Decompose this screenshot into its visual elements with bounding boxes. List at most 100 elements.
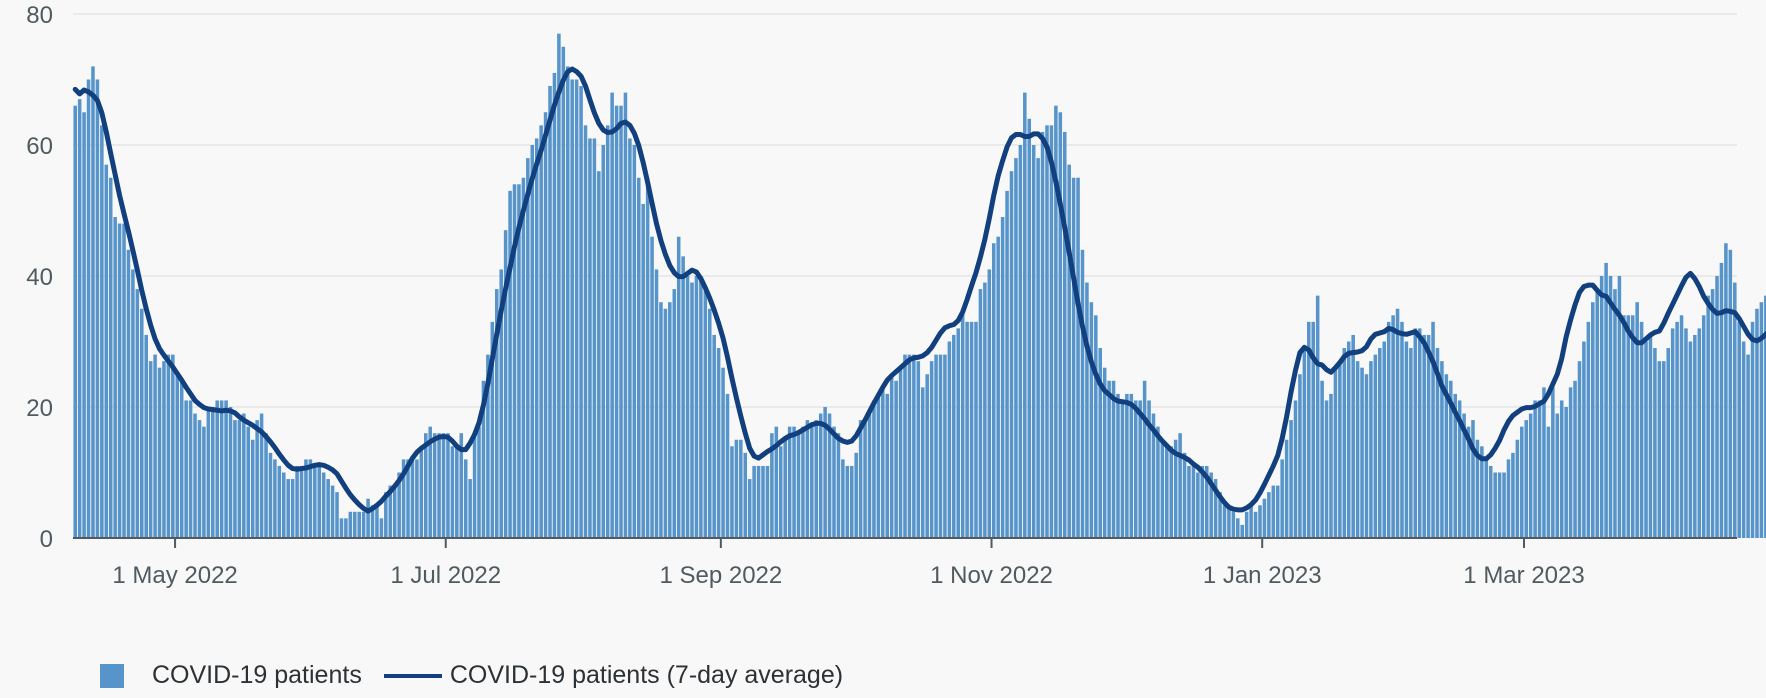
- bar: [419, 446, 424, 538]
- bar: [1249, 505, 1253, 538]
- bar: [836, 433, 841, 538]
- bar: [636, 177, 641, 538]
- bar: [747, 479, 752, 538]
- bar: [774, 426, 779, 538]
- bar: [1759, 302, 1764, 538]
- bar: [1147, 400, 1151, 538]
- bar: [1475, 439, 1480, 538]
- bar: [1062, 131, 1067, 538]
- bar: [1537, 400, 1542, 538]
- bar: [1240, 524, 1245, 538]
- bar: [1284, 439, 1289, 538]
- bar: [397, 472, 401, 538]
- bar: [1750, 321, 1755, 538]
- bar: [676, 236, 681, 538]
- bar: [1000, 217, 1005, 539]
- bar: [73, 105, 77, 538]
- bar: [250, 439, 255, 538]
- bar: [290, 479, 295, 538]
- bar: [1431, 321, 1435, 538]
- bar: [1351, 334, 1355, 538]
- bar: [410, 459, 415, 538]
- bar: [885, 393, 890, 538]
- bar: [330, 485, 335, 538]
- bar: [304, 459, 308, 538]
- legend: COVID-19 patients COVID-19 patients (7-d…: [100, 661, 843, 690]
- bar: [974, 321, 978, 538]
- bar: [1320, 380, 1324, 538]
- bar: [1151, 413, 1156, 538]
- bar: [1648, 334, 1653, 538]
- bar: [1142, 380, 1147, 538]
- bar: [765, 465, 770, 538]
- bar: [1236, 518, 1240, 538]
- bar: [1342, 348, 1347, 538]
- bar: [1462, 413, 1466, 538]
- bar: [632, 145, 637, 538]
- bar: [1253, 511, 1258, 538]
- bar: [1755, 308, 1759, 538]
- bar: [481, 380, 486, 538]
- bar: [526, 158, 530, 538]
- bar: [796, 433, 801, 538]
- bar: [876, 393, 881, 538]
- bar: [1701, 315, 1706, 538]
- bar: [894, 380, 898, 538]
- bar: [1178, 433, 1182, 538]
- bar: [259, 413, 264, 538]
- bar: [153, 354, 157, 538]
- bar: [1400, 321, 1404, 538]
- bar: [206, 407, 211, 538]
- bar: [1204, 465, 1209, 538]
- bar: [1622, 315, 1626, 538]
- bar: [1644, 341, 1648, 538]
- bar: [202, 426, 206, 538]
- bar: [645, 177, 650, 538]
- bar: [716, 348, 721, 538]
- bar: [1626, 315, 1631, 538]
- bar: [1630, 315, 1635, 538]
- bar: [1733, 282, 1737, 538]
- bar: [534, 138, 539, 538]
- bar: [1213, 479, 1218, 538]
- bar: [1528, 413, 1533, 538]
- bar: [140, 308, 144, 538]
- bar: [1426, 334, 1431, 538]
- bar: [1031, 145, 1036, 538]
- bar: [1551, 387, 1555, 538]
- bar: [1298, 374, 1302, 538]
- bar: [503, 230, 508, 538]
- bar: [321, 472, 326, 538]
- bar: [610, 92, 614, 538]
- bar: [814, 420, 819, 538]
- bar: [681, 256, 685, 538]
- bar: [1173, 439, 1178, 538]
- bar: [947, 341, 952, 538]
- bar: [619, 105, 623, 538]
- bar: [148, 361, 153, 538]
- bar: [1608, 276, 1613, 538]
- bar: [1542, 387, 1546, 538]
- bar-series: [73, 33, 1766, 539]
- bar: [1746, 354, 1750, 538]
- bar: [344, 518, 348, 538]
- bar: [171, 354, 175, 538]
- bar: [1156, 426, 1160, 538]
- bar: [1058, 112, 1063, 538]
- bar: [379, 518, 384, 538]
- bar: [490, 321, 495, 538]
- bar: [1502, 472, 1506, 538]
- bar: [1231, 511, 1236, 538]
- bar: [663, 308, 668, 538]
- bar: [1684, 328, 1688, 538]
- bar: [1639, 321, 1644, 538]
- bar: [1338, 361, 1342, 538]
- bar: [907, 354, 912, 538]
- bar: [1187, 465, 1191, 538]
- bar: [1564, 407, 1568, 538]
- bar: [1413, 328, 1418, 538]
- bar: [725, 393, 730, 538]
- bar: [1586, 321, 1591, 538]
- bar: [721, 367, 725, 538]
